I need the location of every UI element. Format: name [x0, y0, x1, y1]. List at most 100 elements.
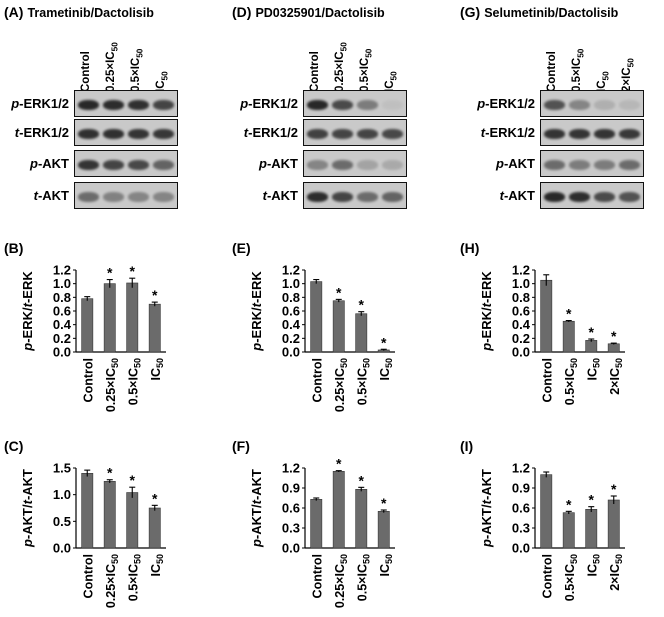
blot-band: [307, 191, 328, 202]
blot-band: [594, 191, 615, 202]
y-axis-label-part: -AKT/: [20, 504, 35, 539]
y-axis-label-part: p: [20, 539, 35, 548]
y-tick-label: 1.2: [512, 263, 530, 278]
y-tick-label: 0.0: [282, 345, 300, 360]
category-label: 2×IC50: [608, 554, 624, 591]
blot-band: [619, 99, 640, 110]
category-label: Control: [310, 358, 324, 402]
blot-band: [103, 99, 124, 110]
y-axis-label-part: -ERK/: [479, 307, 494, 343]
y-axis-label-part: -ERK: [479, 271, 494, 303]
y-tick-label: 0.3: [512, 521, 530, 536]
y-tick-label: 1.0: [53, 276, 71, 291]
treatment-title: PD0325901/Dactolisib: [255, 6, 385, 20]
significance-star: *: [611, 481, 617, 497]
blot-band: [357, 128, 378, 139]
blot-band: [153, 159, 174, 170]
chart-panel-letter: (C): [4, 438, 24, 454]
blot-row-label: p-AKT: [496, 156, 535, 171]
blot-band: [153, 99, 174, 110]
western-blot-strip: [74, 182, 178, 209]
blot-band: [128, 99, 149, 110]
category-label: Control: [540, 554, 554, 598]
blot-band: [544, 191, 565, 202]
blot-band: [78, 191, 99, 202]
y-tick-label: 0.6: [512, 501, 530, 516]
y-tick-label: 0.0: [53, 345, 71, 360]
blot-band: [382, 191, 403, 202]
bar: [540, 474, 553, 549]
y-axis-label-part: -AKT: [479, 469, 494, 500]
blot-band: [128, 159, 149, 170]
blot-band: [78, 128, 99, 139]
blot-band: [382, 99, 403, 110]
bar: [585, 509, 598, 549]
y-tick-label: 0.4: [282, 317, 301, 332]
y-axis-label-part: t: [249, 499, 264, 504]
blot-band: [619, 159, 640, 170]
y-tick-label: 0.0: [512, 541, 530, 556]
blot-row-label: p-AKT: [259, 156, 298, 171]
blot-band: [569, 99, 590, 110]
bar: [607, 499, 620, 549]
blot-band: [332, 159, 353, 170]
y-tick-label: 0.9: [512, 481, 530, 496]
category-label: IC50: [585, 554, 601, 577]
blot-band: [332, 128, 353, 139]
blot-band: [357, 99, 378, 110]
western-blot-strip: [303, 90, 407, 117]
significance-star: *: [359, 297, 365, 313]
chart-panel-letter: (H): [460, 240, 480, 256]
category-label: 0.5×IC50: [126, 554, 142, 601]
y-axis-label-part: -AKT: [20, 469, 35, 500]
blot-band: [307, 159, 328, 170]
category-label: IC50: [585, 358, 601, 381]
significance-star: *: [336, 456, 342, 472]
y-axis-label-part: p: [20, 343, 35, 352]
panel-letter: (A): [4, 4, 24, 20]
western-blot-strip: [74, 119, 178, 146]
y-tick-label: 0.0: [53, 541, 71, 556]
blot-band: [569, 191, 590, 202]
blot-band: [128, 128, 149, 139]
y-axis-label-part: t: [20, 302, 35, 307]
y-axis-label: p-ERK/t-ERK: [479, 271, 494, 352]
y-tick-label: 1.0: [282, 276, 300, 291]
y-tick-label: 0.6: [282, 501, 300, 516]
western-blot-strip: [74, 90, 178, 117]
western-blot-strip: [303, 119, 407, 146]
significance-star: *: [130, 263, 136, 279]
chart-panel-letter: (B): [4, 240, 24, 256]
blot-row-label: t-ERK1/2: [243, 125, 298, 140]
y-axis-label: p-ERK/t-ERK: [249, 271, 264, 352]
y-tick-label: 0.8: [512, 290, 530, 305]
blot-row-label: t-AKT: [33, 188, 69, 203]
blot-band: [594, 99, 615, 110]
blot-band: [128, 191, 149, 202]
y-axis-label-part: -AKT/: [249, 504, 264, 539]
category-label: Control: [540, 358, 554, 402]
blot-band: [544, 159, 565, 170]
category-label: 0.25×IC50: [333, 358, 349, 412]
category-label: 0.5×IC50: [355, 358, 371, 405]
significance-star: *: [107, 265, 113, 281]
y-axis-label: p-AKT/t-AKT: [479, 469, 494, 548]
blot-band: [382, 128, 403, 139]
blot-band: [569, 128, 590, 139]
y-axis-label-part: -AKT/: [479, 504, 494, 539]
category-label: IC50: [378, 358, 394, 381]
y-tick-label: 0.0: [512, 345, 530, 360]
chart-panel-letter: (F): [232, 438, 250, 454]
y-tick-label: 1.5: [53, 461, 71, 476]
y-axis-label-part: -ERK: [20, 271, 35, 303]
y-axis-label-part: p: [479, 343, 494, 352]
y-tick-label: 1.0: [53, 487, 71, 502]
category-label: 0.5×IC50: [563, 554, 579, 601]
y-tick-label: 0.2: [53, 331, 71, 346]
